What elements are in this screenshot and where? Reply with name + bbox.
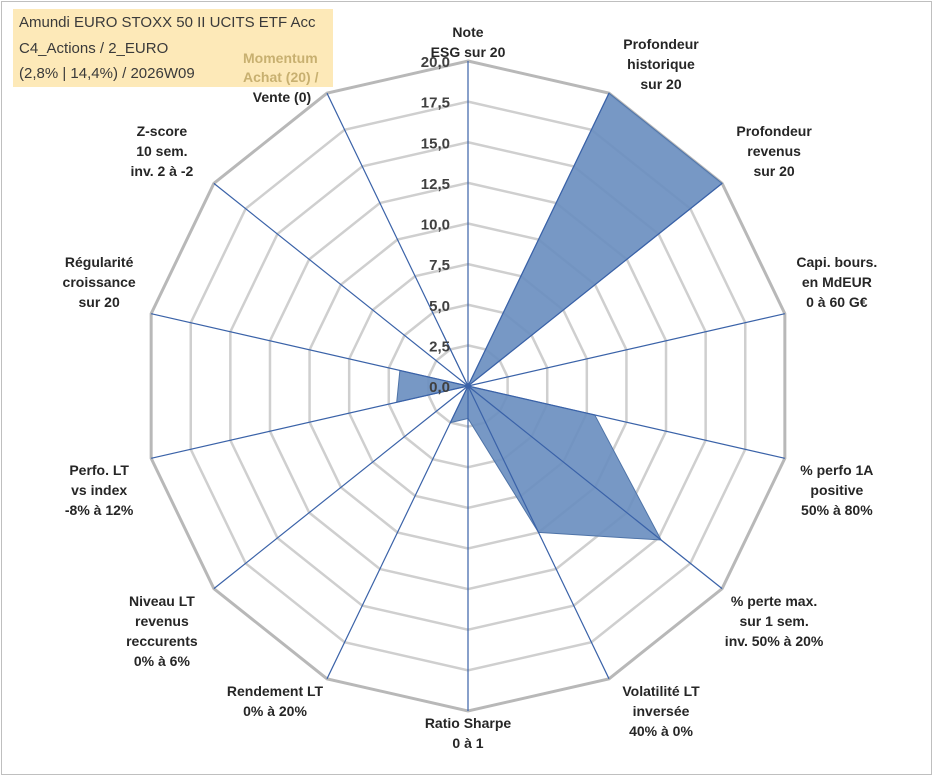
axis-label-line: Ratio Sharpe [424,715,512,731]
axis-label-line: Z-score [136,123,188,140]
momentum-line-1: Momentum [243,50,318,66]
axis-label-line: Rendement LT [226,682,324,699]
axis-label: Vente (0) [253,87,311,107]
tick-label: 17,5 [421,95,450,112]
axis-spoke [151,313,469,387]
axis-label: Perfo. LT vs index -8% à 12% [65,460,133,520]
axis-label-line: revenus [747,143,801,160]
axis-label-line: sur 20 [640,76,682,93]
axis-label: Profondeur historique sur 20 [623,34,698,94]
tick-label: 12,5 [421,176,450,193]
axis-label-line: Profondeur [623,36,699,53]
axis-label-line: 0% à 6% [133,652,190,669]
axis-label-line: Note [452,24,484,40]
axis-label: Ratio Sharpe 0 à 1 [425,713,511,753]
axis-label-line: inversée [632,702,690,719]
axis-label-line: vs index [71,482,128,499]
axis-spoke [467,385,610,680]
axis-spoke [467,385,723,590]
axis-label-line: inv. 50% à 20% [724,632,824,649]
momentum-text: Momentum Achat (20) / [243,49,318,87]
axis-label: Capi. bours. en MdEUR 0 à 60 G€ [796,252,877,312]
axis-label: Régularité croissance sur 20 [63,252,136,312]
fund-name: Amundi EURO STOXX 50 II UCITS ETF Acc [19,14,316,31]
axis-label-line: 40% à 0% [629,722,693,739]
axis-label-line: 0 à 1 [452,735,484,751]
axis-label-line: sur 20 [78,293,120,310]
tick-label: 2,5 [429,338,450,355]
axis-label: Profondeur revenus sur 20 [736,121,811,181]
tick-label: 10,0 [421,217,450,234]
momentum-line-2: Achat (20) / [243,69,319,85]
axis-spoke [326,92,469,387]
axis-label: % perte max. sur 1 sem. inv. 50% à 20% [725,591,824,651]
axis-label-line: Capi. bours. [796,253,878,270]
axis-label-line: revenus [135,612,189,629]
axis-label-line: Vente (0) [252,89,312,106]
axis-label-line: croissance [62,273,136,290]
axis-label-line: 50% à 80% [801,502,873,519]
axis-label-line: historique [627,56,695,73]
axis-label-line: % perte max. [730,592,818,609]
axis-spoke [213,182,469,387]
tick-label: 0,0 [429,379,450,396]
tick-label: 5,0 [429,298,450,315]
fund-category: C4_Actions / 2_EURO [19,40,169,57]
axis-label-line: 0% à 20% [243,702,307,719]
axis-label-line: en MdEUR [801,273,872,290]
info-box: Amundi EURO STOXX 50 II UCITS ETF Acc C4… [13,9,333,87]
axis-label-line: -8% à 12% [64,502,134,519]
axis-label: Rendement LT 0% à 20% [227,681,323,721]
axis-label-line: Régularité [64,253,134,270]
axis-label-line: positive [810,482,864,499]
axis-label-line: Profondeur [736,123,812,140]
series-area [396,92,723,541]
axis-label-line: reccurents [126,632,198,649]
axis-label-line: Niveau LT [128,592,195,609]
axis-spoke [151,385,469,459]
axis-label-line: inv. 2 à -2 [130,163,194,180]
axis-label-line: 10 sem. [136,143,188,160]
axis-spoke [467,313,785,387]
axis-label-line: 0 à 60 G€ [806,293,868,310]
axis-spoke [467,385,785,459]
axis-spoke [213,385,469,590]
axis-label: Z-score 10 sem. inv. 2 à -2 [131,121,194,181]
axis-label-line: Volatilité LT [622,682,700,699]
axis-spoke [326,385,469,680]
tick-label: 20,0 [421,54,450,71]
axis-label-line: % perfo 1A [800,462,874,479]
axis-spoke [467,92,610,387]
tick-label: 15,0 [421,135,450,152]
axis-label: Volatilité LT inversée 40% à 0% [622,681,699,741]
axis-label: Niveau LT revenus reccurents 0% à 6% [126,591,198,671]
axis-label: Note ESG sur 20 [431,22,506,62]
axis-label-line: sur 20 [753,163,795,180]
axis-label: % perfo 1A positive 50% à 80% [800,460,873,520]
axis-label-line: ESG sur 20 [430,44,506,60]
tick-label: 7,5 [429,257,450,274]
fund-stats: (2,8% | 14,4%) / 2026W09 [19,65,195,82]
axis-label-line: sur 1 sem. [739,612,809,629]
axis-spoke [467,182,723,387]
axis-label-line: Perfo. LT [69,462,129,479]
